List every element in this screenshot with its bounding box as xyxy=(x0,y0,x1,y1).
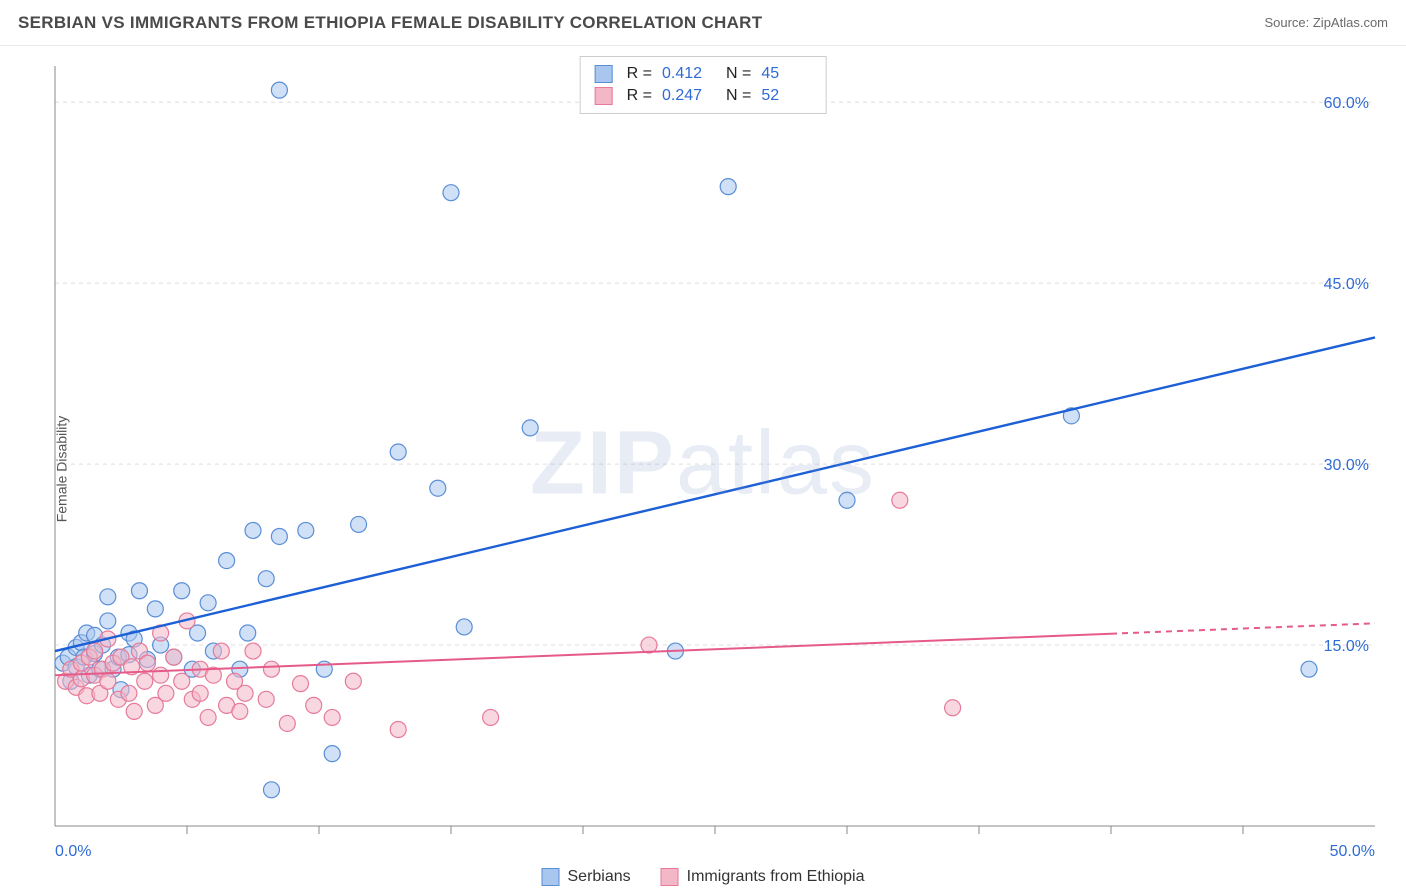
n-label: N = xyxy=(726,65,751,83)
legend-swatch xyxy=(595,65,613,83)
svg-text:15.0%: 15.0% xyxy=(1324,638,1369,655)
scatter-plot: 0.0% 50.0% 15.0% 30.0% 45.0% 60.0% xyxy=(0,46,1406,892)
legend-item: Serbians xyxy=(542,868,631,886)
legend-label: Serbians xyxy=(568,868,631,886)
source-label: Source: ZipAtlas.com xyxy=(1264,15,1388,30)
svg-text:45.0%: 45.0% xyxy=(1324,276,1369,293)
r-value: 0.412 xyxy=(662,65,712,83)
svg-text:0.0%: 0.0% xyxy=(55,843,91,860)
n-value: 45 xyxy=(761,65,811,83)
stats-legend-row: R = 0.247 N = 52 xyxy=(595,85,812,107)
r-label: R = xyxy=(627,65,652,83)
legend-label: Immigrants from Ethiopia xyxy=(687,868,865,886)
n-value: 52 xyxy=(761,87,811,105)
svg-text:30.0%: 30.0% xyxy=(1324,457,1369,474)
y-axis-label: Female Disability xyxy=(53,416,69,523)
r-label: R = xyxy=(627,87,652,105)
legend-swatch xyxy=(542,868,560,886)
series-legend: Serbians Immigrants from Ethiopia xyxy=(542,868,865,886)
stats-legend-row: R = 0.412 N = 45 xyxy=(595,63,812,85)
svg-text:60.0%: 60.0% xyxy=(1324,95,1369,112)
title-bar: SERBIAN VS IMMIGRANTS FROM ETHIOPIA FEMA… xyxy=(0,0,1406,46)
legend-swatch xyxy=(595,87,613,105)
legend-item: Immigrants from Ethiopia xyxy=(661,868,865,886)
n-label: N = xyxy=(726,87,751,105)
stats-legend: R = 0.412 N = 45 R = 0.247 N = 52 xyxy=(580,56,827,114)
chart-area: Female Disability 0.0% 50.0% 15.0% 30.0% 45.… xyxy=(0,46,1406,892)
chart-title: SERBIAN VS IMMIGRANTS FROM ETHIOPIA FEMA… xyxy=(18,13,762,33)
legend-swatch xyxy=(661,868,679,886)
svg-text:50.0%: 50.0% xyxy=(1330,843,1375,860)
r-value: 0.247 xyxy=(662,87,712,105)
